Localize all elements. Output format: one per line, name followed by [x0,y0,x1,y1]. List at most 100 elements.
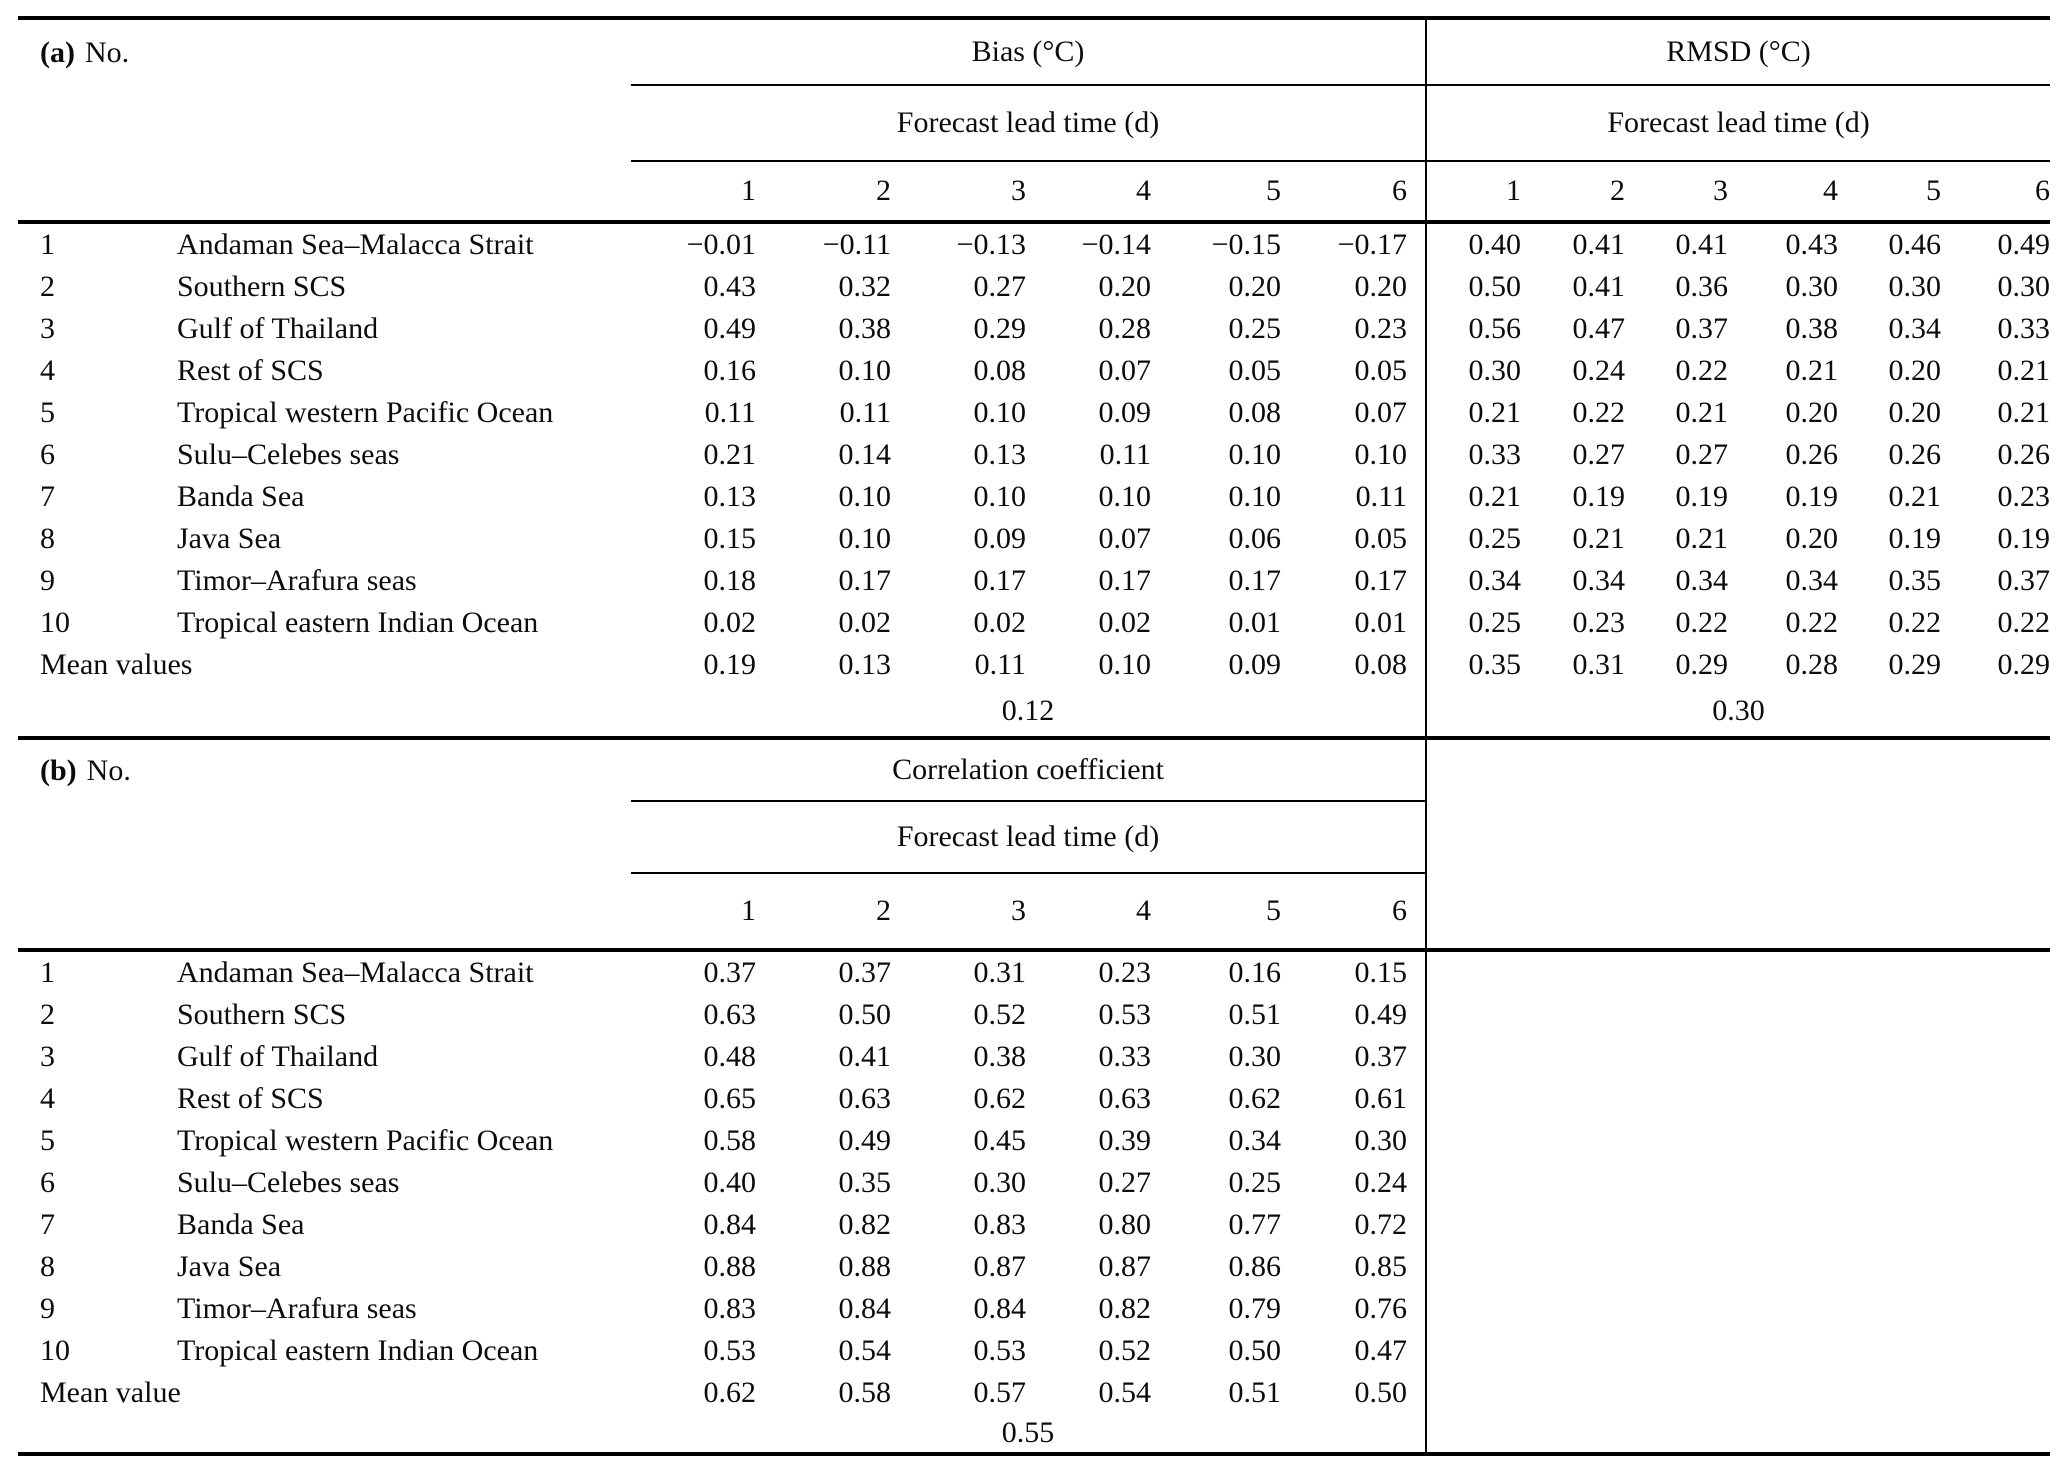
table-row: 4 Rest of SCS 0.16 0.10 0.08 0.07 0.05 0.05 0.30… [18,350,2050,392]
rmsd-value: 0.23 [1572,606,1626,640]
table-b-correlation: (b) No. Correlation coefficient Forecast … [18,736,2051,1456]
region-name: Timor–Arafura seas [177,564,417,598]
correlation-value: 0.65 [703,1082,757,1116]
rmsd-value: 0.56 [1425,308,1522,350]
panel-a-header-cell: (a) No. [18,18,631,85]
region-name: Tropical eastern Indian Ocean [177,606,539,640]
row-number: 2 [40,270,55,304]
rmsd-mean-value: 0.29 [1675,648,1729,682]
correlation-value: 0.88 [838,1250,892,1284]
rmsd-value: 0.35 [1888,564,1942,598]
spacer-cell [18,686,631,736]
bias-value: 0.02 [973,606,1027,640]
correlation-value: 0.88 [703,1250,757,1284]
row-number: 5 [40,396,55,430]
table-row: 1 Andaman Sea–Malacca Strait 0.37 0.37 0.31 0… [18,950,2051,994]
rmsd-value: 0.30 [1997,270,2051,304]
bias-value: 0.28 [1098,312,1152,346]
bias-value: 0.08 [1228,396,1282,430]
region-name: Timor–Arafura seas [177,1292,417,1326]
rmsd-value: 0.24 [1572,354,1626,388]
overall-bias-value: 0.12 [1001,694,1055,728]
bias-value: 0.38 [838,312,892,346]
table-a-body: 1 Andaman Sea–Malacca Strait −0.01 −0.11 −0.… [18,222,2050,686]
row-number: 6 [40,438,55,472]
correlation-value: 0.30 [1354,1124,1408,1158]
correlation-value: 0.50 [838,998,892,1032]
region-name: Sulu–Celebes seas [177,1166,400,1200]
bias-value: 0.08 [973,354,1027,388]
row-number: 3 [40,312,55,346]
bias-leadtime-1: 1 [631,161,756,224]
correlation-value: 0.37 [838,956,892,990]
region-name: Rest of SCS [177,354,324,388]
rmsd-value: 0.26 [1785,438,1839,472]
bias-value: 0.11 [1355,480,1408,514]
row-number: 3 [40,1040,55,1074]
rmsd-value: 0.30 [1785,270,1839,304]
correlation-value: 0.87 [1098,1250,1152,1284]
table-b-body: 1 Andaman Sea–Malacca Strait 0.37 0.37 0.31 0… [18,950,2051,1414]
table-b-leadtime-row: 1 2 3 4 5 6 [18,873,2051,952]
rmsd-value: 0.21 [1997,354,2051,388]
bias-value: 0.10 [1228,438,1282,472]
rmsd-value: 0.21 [1572,522,1626,556]
bias-mean-value: 0.08 [1354,648,1408,682]
rmsd-value: 0.21 [1675,396,1729,430]
bias-value: −0.15 [1211,228,1281,262]
table-a-bias-rmsd: (a) No. Bias (°C) RMSD (°C) Forecast lead… [18,16,2051,736]
rmsd-value: 0.37 [1675,312,1729,346]
bias-lead-time-label: Forecast lead time (d) [631,85,1427,162]
correlation-group-title: Correlation coefficient [631,738,1427,802]
bias-value: 0.23 [1354,312,1408,346]
bias-value: 0.02 [703,606,757,640]
bias-value: 0.07 [1354,396,1408,430]
rmsd-value: 0.34 [1572,564,1626,598]
bias-value: 0.05 [1354,354,1408,388]
row-number: 7 [40,480,55,514]
correlation-value: 0.63 [838,1082,892,1116]
rmsd-value: 0.36 [1675,270,1729,304]
bias-value: 0.16 [703,354,757,388]
correlation-value: 0.48 [703,1040,757,1074]
spacer-cell [18,873,631,952]
bias-leadtime-2: 2 [756,161,891,224]
correlation-mean-value: 0.62 [703,1376,757,1410]
rmsd-mean-value: 0.31 [1572,648,1626,682]
row-number: 10 [40,606,70,640]
bias-leadtime-6: 6 [1281,161,1427,224]
bias-leadtime-4: 4 [1026,161,1151,224]
rmsd-value: 0.41 [1572,270,1626,304]
correlation-value: 0.83 [703,1292,757,1326]
rmsd-value: 0.21 [1425,476,1522,518]
rmsd-value: 0.19 [1785,480,1839,514]
correlation-value: 0.52 [1098,1334,1152,1368]
corr-leadtime-3: 3 [891,873,1026,952]
empty-right-half [1425,1246,2051,1288]
correlation-value: 0.25 [1228,1166,1282,1200]
empty-right-half [1425,1120,2051,1162]
row-number: 7 [40,1208,55,1242]
correlation-value: 0.58 [703,1124,757,1158]
rmsd-value: 0.41 [1572,228,1626,262]
bias-value: 0.17 [1228,564,1282,598]
correlation-value: 0.39 [1098,1124,1152,1158]
correlation-value: 0.77 [1228,1208,1282,1242]
correlation-mean-value: 0.58 [838,1376,892,1410]
bias-value: 0.25 [1228,312,1282,346]
table-row: 2 Southern SCS 0.63 0.50 0.52 0.53 0.51 0.49 [18,994,2051,1036]
table-b-subheader-row: Forecast lead time (d) [18,801,2051,874]
rmsd-value: 0.50 [1425,266,1522,308]
region-name: Java Sea [177,1250,282,1284]
rmsd-leadtime-3: 3 [1625,161,1729,224]
table-row: 7 Banda Sea 0.84 0.82 0.83 0.80 0.77 0.72 [18,1204,2051,1246]
region-name: Banda Sea [177,480,305,514]
empty-right-half [1425,1330,2051,1372]
region-name: Java Sea [177,522,282,556]
table-row: 1 Andaman Sea–Malacca Strait −0.01 −0.11 −0.… [18,222,2050,266]
correlation-value: 0.40 [703,1166,757,1200]
bias-mean-value: 0.13 [838,648,892,682]
bias-value: 0.10 [1354,438,1408,472]
correlation-value: 0.84 [703,1208,757,1242]
bias-value: 0.02 [838,606,892,640]
